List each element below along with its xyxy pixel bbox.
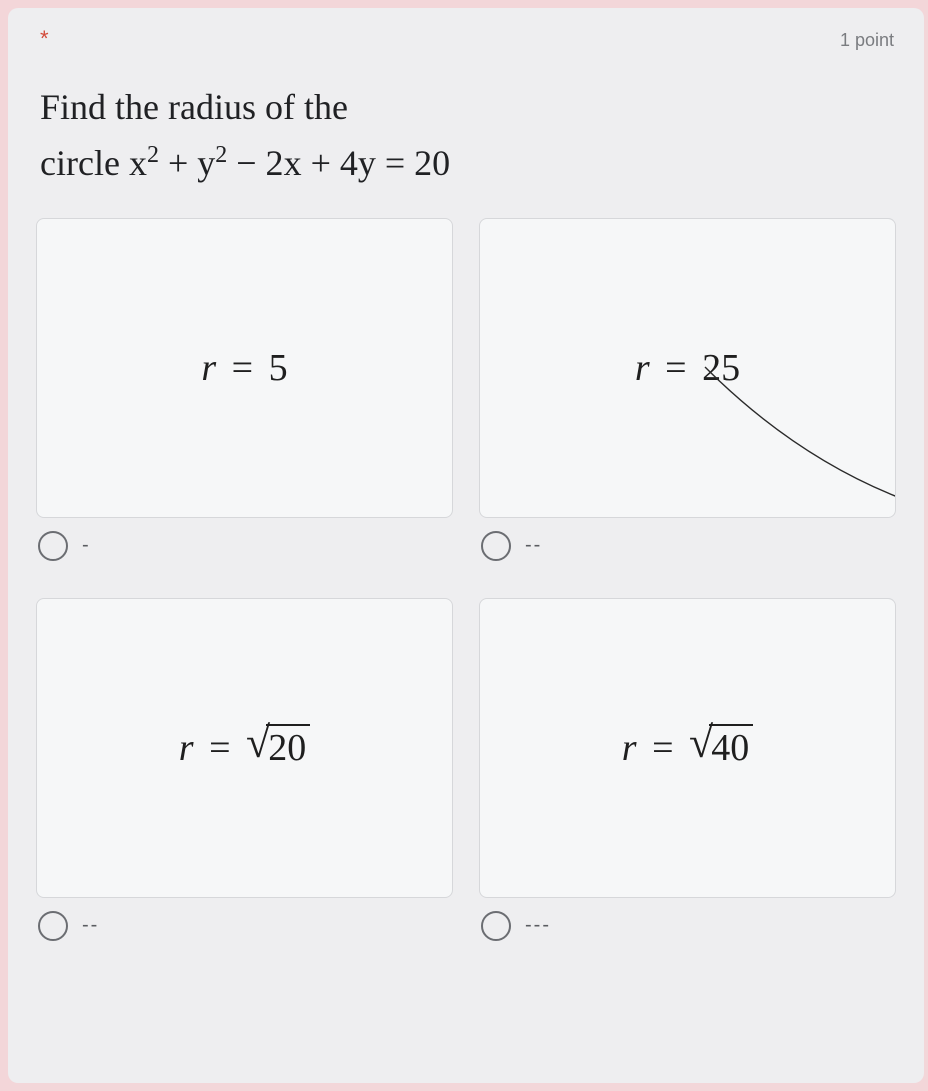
option-radio-row-d: ---	[479, 908, 896, 944]
question-text: Find the radius of the circle x2 + y2 − …	[32, 80, 900, 192]
question-card: * 1 point Find the radius of the circle …	[8, 8, 924, 1083]
option-box-b[interactable]: r = 25	[479, 218, 896, 518]
radio-label-b: --	[525, 534, 542, 557]
option-radio-row-b: --	[479, 528, 896, 564]
radio-label-d: ---	[525, 914, 551, 937]
required-marker: *	[32, 26, 49, 52]
option-equation: r = √40	[622, 724, 753, 772]
option-box-c[interactable]: r = √20	[36, 598, 453, 898]
option-equation: r = 5	[201, 346, 287, 390]
radio-c[interactable]	[38, 911, 68, 941]
option-equation: r = 25	[635, 346, 740, 390]
radio-label-a: -	[82, 534, 91, 557]
radio-label-c: --	[82, 914, 99, 937]
topbar: * 1 point	[32, 26, 900, 52]
option-equation: r = √20	[179, 724, 310, 772]
radio-a[interactable]	[38, 531, 68, 561]
points-label: 1 point	[840, 26, 900, 51]
radio-d[interactable]	[481, 911, 511, 941]
options-grid: r = 5 r = 25 - -- r = √20 r =	[32, 218, 900, 944]
question-line2-prefix: circle	[40, 143, 129, 183]
radio-b[interactable]	[481, 531, 511, 561]
question-line1: Find the radius of the	[40, 87, 348, 127]
option-box-d[interactable]: r = √40	[479, 598, 896, 898]
option-radio-row-a: -	[36, 528, 453, 564]
option-radio-row-c: --	[36, 908, 453, 944]
equation: x2 + y2 − 2x + 4y = 20	[129, 143, 450, 183]
option-box-a[interactable]: r = 5	[36, 218, 453, 518]
